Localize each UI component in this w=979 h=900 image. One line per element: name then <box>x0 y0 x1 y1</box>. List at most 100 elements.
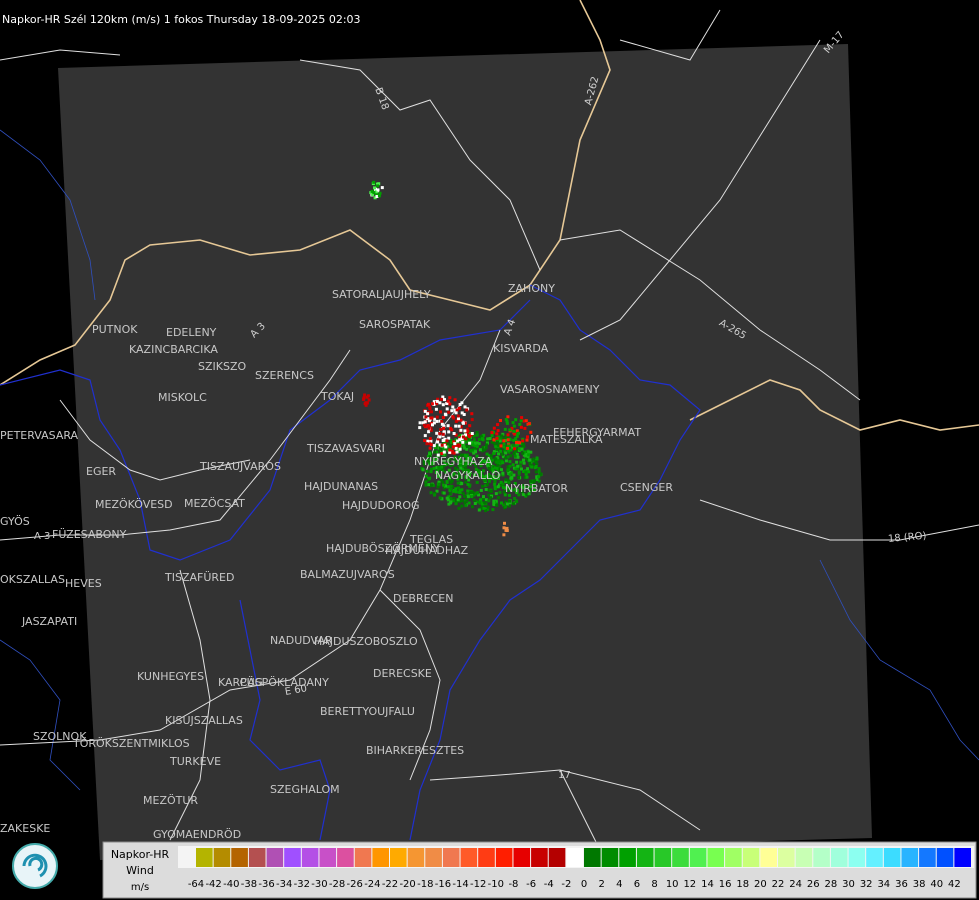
echo-pixel <box>439 410 442 414</box>
echo-pixel <box>466 459 470 463</box>
echo-pixel <box>443 412 447 416</box>
legend-tick-label: 38 <box>913 879 926 890</box>
echo-pixel <box>459 425 463 429</box>
echo-pixel <box>523 426 527 430</box>
echo-pixel <box>506 489 510 492</box>
echo-pixel <box>484 488 488 491</box>
legend-swatch <box>654 848 672 867</box>
echo-pixel <box>509 487 513 491</box>
echo-pixel <box>376 182 379 186</box>
city-label: HAJDUBÖSZÖRMENY <box>326 542 440 555</box>
echo-pixel <box>442 459 446 463</box>
echo-pixel <box>456 473 460 477</box>
echo-pixel <box>466 493 470 497</box>
echo-pixel <box>418 421 422 425</box>
echo-pixel <box>498 439 502 443</box>
legend-swatch <box>266 848 284 867</box>
legend-swatch <box>601 848 619 867</box>
echo-pixel <box>473 473 476 477</box>
echo-pixel <box>522 461 526 465</box>
echo-pixel <box>488 454 492 458</box>
echo-pixel <box>496 485 500 489</box>
echo-pixel <box>457 486 460 490</box>
echo-pixel <box>501 432 505 436</box>
echo-pixel <box>447 410 451 414</box>
echo-pixel <box>427 419 431 423</box>
echo-pixel <box>514 499 518 503</box>
legend-tick-label: 28 <box>825 879 838 890</box>
echo-pixel <box>438 401 442 405</box>
echo-pixel <box>479 464 483 468</box>
echo-pixel <box>426 439 430 443</box>
radar-coverage <box>58 44 872 860</box>
echo-pixel <box>466 482 470 486</box>
echo-pixel <box>486 507 489 511</box>
echo-pixel <box>481 497 485 500</box>
echo-pixel <box>443 462 447 466</box>
echo-pixel <box>459 466 463 470</box>
legend-tick-label: 20 <box>754 879 767 890</box>
echo-pixel <box>514 487 518 491</box>
legend-tick-label: -36 <box>258 879 274 890</box>
echo-pixel <box>513 447 517 451</box>
echo-pixel <box>487 499 491 503</box>
legend-swatch <box>584 848 601 867</box>
echo-pixel <box>496 429 500 433</box>
echo-pixel <box>435 450 439 454</box>
echo-pixel <box>490 434 494 437</box>
echo-pixel <box>489 462 493 466</box>
legend-swatch <box>478 848 495 867</box>
echo-pixel <box>364 401 368 405</box>
echo-pixel <box>422 460 426 463</box>
echo-pixel <box>441 434 445 438</box>
echo-pixel <box>431 483 435 487</box>
echo-pixel <box>501 482 505 486</box>
echo-pixel <box>450 441 454 444</box>
city-label: CSENGER <box>620 481 673 494</box>
echo-pixel <box>505 529 509 532</box>
echo-pixel <box>449 464 453 468</box>
echo-pixel <box>534 465 538 468</box>
echo-pixel <box>375 192 378 196</box>
legend-swatch <box>672 848 689 867</box>
echo-pixel <box>474 467 478 471</box>
echo-pixel <box>468 471 472 474</box>
echo-pixel <box>433 417 437 421</box>
legend-tick-label: -12 <box>470 879 486 890</box>
echo-pixel <box>500 468 503 472</box>
echo-pixel <box>532 484 536 488</box>
echo-pixel <box>513 497 517 500</box>
echo-pixel <box>478 501 482 505</box>
echo-pixel <box>462 446 466 450</box>
echo-pixel <box>432 466 436 470</box>
echo-pixel <box>445 439 449 443</box>
echo-pixel <box>478 448 482 452</box>
legend-tick-label: 14 <box>701 879 714 890</box>
echo-pixel <box>459 460 463 464</box>
echo-pixel <box>510 426 514 430</box>
echo-pixel <box>515 452 519 456</box>
echo-pixel <box>447 468 451 472</box>
echo-pixel <box>534 470 538 474</box>
city-label: BALMAZUJVAROS <box>300 568 395 581</box>
echo-pixel <box>438 432 442 436</box>
echo-pixel <box>470 418 474 422</box>
echo-pixel <box>474 446 478 450</box>
echo-pixel <box>517 447 521 450</box>
legend-unit: m/s <box>131 882 149 893</box>
echo-pixel <box>515 434 519 438</box>
echo-pixel <box>522 442 526 446</box>
legend-subtitle: Wind <box>126 864 154 877</box>
legend-swatch <box>548 848 566 867</box>
echo-pixel <box>487 458 491 462</box>
echo-pixel <box>438 443 442 447</box>
echo-pixel <box>428 446 432 450</box>
echo-pixel <box>448 448 452 452</box>
city-label: FÜZESABONY <box>52 528 127 541</box>
echo-pixel <box>423 439 427 442</box>
echo-pixel <box>524 419 528 423</box>
echo-pixel <box>444 445 448 449</box>
legend-swatch <box>513 848 531 867</box>
echo-pixel <box>506 446 509 450</box>
echo-pixel <box>453 457 456 461</box>
